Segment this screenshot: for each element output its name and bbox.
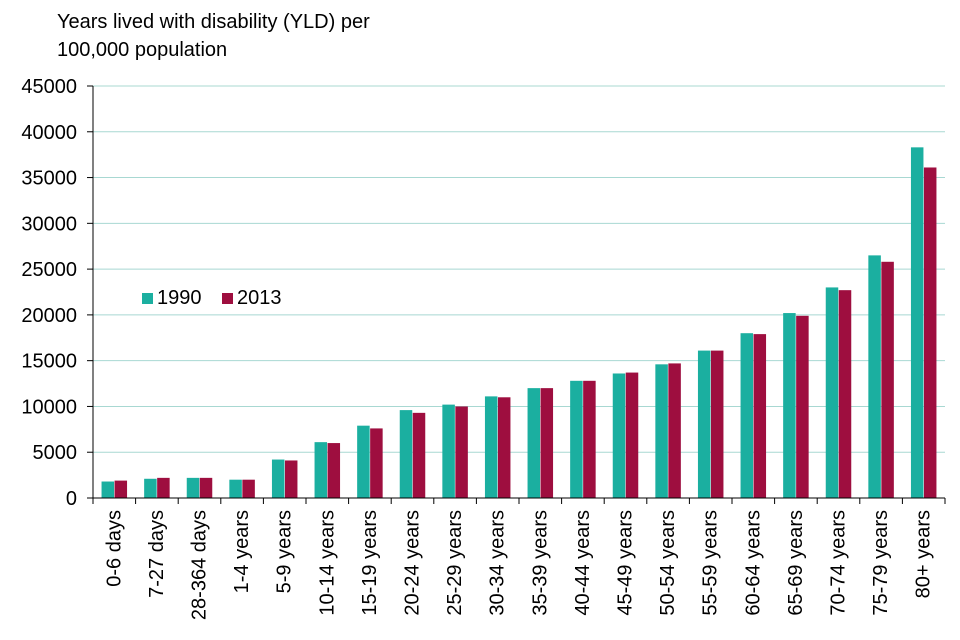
x-axis-ticks: 0-6 days 7-27 days 28-364 days 1-4 years 5-9… [92,498,946,620]
bar-2013-1 [157,477,170,498]
axes [92,86,945,499]
bar-1990-18 [868,255,881,498]
bar-1990-10 [527,388,541,498]
bar-1990-17 [825,287,839,498]
legend-label-2013: 2013 [237,287,282,309]
y-tick-label: 45000 [21,76,77,98]
bar-2013-12 [625,372,639,498]
y-axis-ticks: 0 5000 10000 15000 20000 25000 30000 35000 40000… [21,76,93,510]
x-tick-label: 1-4 years [231,510,253,593]
x-tick-label: 55-59 years [700,510,722,616]
bar-1990-1 [144,478,157,498]
bar-2013-19 [923,167,937,499]
y-tick-label: 30000 [21,213,77,235]
bar-2013-10 [540,388,554,498]
x-tick-label: 7-27 days [146,510,168,598]
bar-2013-17 [838,290,852,498]
x-tick-label: 50-54 years [657,510,679,616]
x-tick-label: 0-6 days [103,510,125,587]
bar-2013-6 [370,428,383,498]
x-tick-label: 35-39 years [529,510,551,616]
bar-1990-8 [442,404,455,498]
y-tick-label: 35000 [21,168,77,190]
x-tick-label: 30-34 years [487,510,509,616]
y-tick-label: 20000 [21,305,77,327]
x-tick-label: 70-74 years [828,510,850,616]
bar-2013-9 [497,397,511,498]
bar-1990-12 [612,373,626,498]
y-tick-label: 40000 [21,122,77,144]
bar-1990-4 [271,459,285,498]
bar-1990-19 [910,147,924,498]
x-tick-label: 65-69 years [785,510,807,616]
bar-2013-16 [796,315,809,498]
x-tick-label: 25-29 years [444,510,466,616]
bar-2013-13 [668,363,681,498]
bar-2013-11 [583,380,596,498]
bar-2013-14 [710,350,724,498]
x-tick-label: 20-24 years [402,510,424,616]
bar-1990-13 [655,364,668,498]
bar-1990-0 [101,481,115,498]
x-tick-label: 28-364 days [189,510,211,620]
legend-label-1990: 1990 [157,287,202,309]
y-tick-label: 25000 [21,259,77,281]
legend-swatch-1990 [142,293,153,304]
bar-1990-3 [229,479,242,498]
gridlines [93,85,945,453]
x-tick-label: 5-9 years [274,510,296,593]
y-tick-label: 10000 [21,396,77,418]
chart-title-line-2: 100,000 population [57,39,227,61]
x-tick-label: 80+ years [913,510,935,598]
bar-2013-18 [881,261,894,498]
bar-2013-8 [455,406,468,498]
y-tick-label: 0 [66,488,77,510]
bar-2013-2 [199,477,213,498]
bar-1990-15 [740,333,754,498]
bar-2013-3 [242,479,255,498]
x-tick-label: 10-14 years [316,510,338,616]
bar-1990-14 [697,350,711,498]
bar-1990-16 [783,313,796,498]
bar-1990-2 [186,477,200,498]
bar-2013-7 [412,412,426,498]
chart-title-line-1: Years lived with disability (YLD) per [57,11,370,33]
bar-1990-11 [570,380,583,498]
x-tick-label: 75-79 years [870,510,892,616]
x-tick-label: 15-19 years [359,510,381,616]
bar-1990-7 [399,410,413,498]
bar-2013-0 [114,480,128,498]
bar-2013-15 [753,334,767,498]
bar-1990-5 [314,442,328,498]
legend: 1990 2013 [142,287,282,309]
bar-1990-6 [357,425,370,498]
x-tick-label: 40-44 years [572,510,594,616]
x-tick-label: 60-64 years [742,510,764,616]
legend-swatch-2013 [222,293,233,304]
bar-2013-4 [284,460,298,498]
y-tick-label: 5000 [33,442,78,464]
y-tick-label: 15000 [21,351,77,373]
bar-2013-5 [327,443,341,498]
bar-1990-9 [484,396,498,498]
x-tick-label: 45-49 years [615,510,637,616]
bars [101,147,937,499]
